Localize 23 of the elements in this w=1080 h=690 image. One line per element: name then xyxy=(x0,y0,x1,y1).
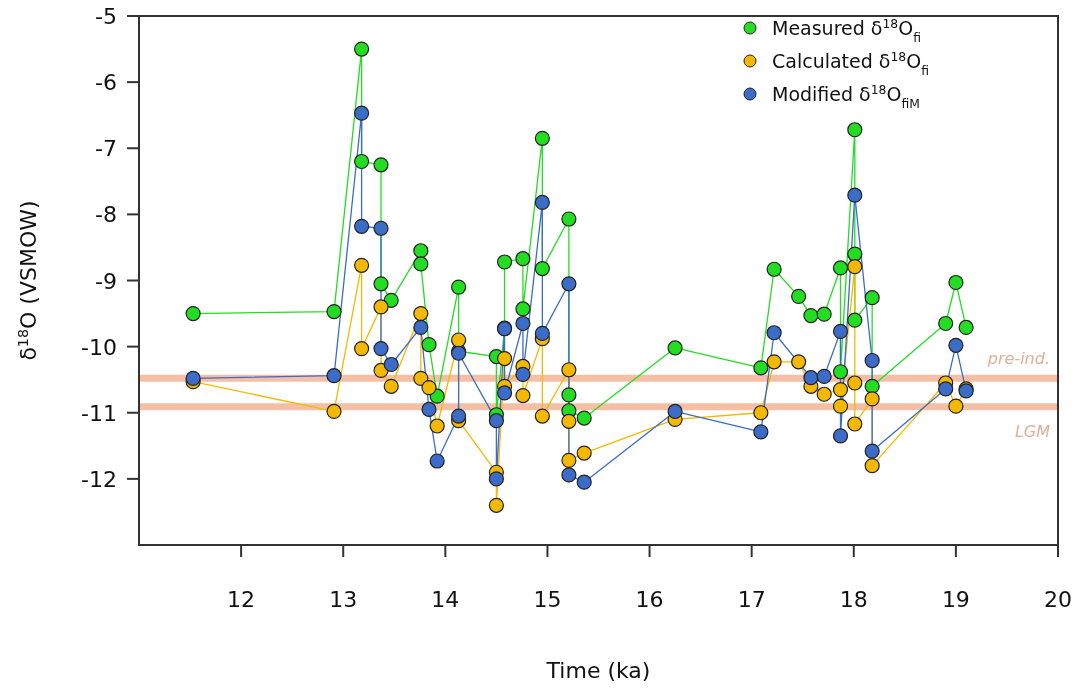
x-tick-label: 18 xyxy=(839,587,868,612)
x-axis-title: Time (ka) xyxy=(545,658,651,683)
ref-line-label: pre-ind. xyxy=(986,349,1050,369)
x-tick-label: 14 xyxy=(431,587,460,612)
x-tick-label: 16 xyxy=(635,587,664,612)
x-tick-label: 17 xyxy=(737,587,766,612)
x-tick-label: 13 xyxy=(329,587,358,612)
x-tick-label: 19 xyxy=(941,587,970,612)
y-tick-label: -10 xyxy=(81,334,117,360)
legend-label: Measured δ$^{18}$O$_{fi}$ xyxy=(772,17,921,45)
legend-label: Calculated δ$^{18}$O$_{fi}$ xyxy=(772,50,929,78)
y-tick-label: -7 xyxy=(95,136,117,162)
x-tick-label: 20 xyxy=(1044,587,1072,612)
y-tick-label: -6 xyxy=(95,70,117,96)
x-tick-label: 12 xyxy=(227,587,256,612)
y-tick-label: -9 xyxy=(95,268,117,294)
legend-label: Modified δ$^{18}$O$_{fiM}$ xyxy=(772,83,920,111)
ref-line-label: LGM xyxy=(1014,421,1051,441)
y-tick-label: -11 xyxy=(81,400,117,426)
y-tick-label: -8 xyxy=(95,202,117,228)
x-tick-label: 15 xyxy=(533,587,562,612)
y-tick-label: -5 xyxy=(95,4,117,29)
y-tick-label: -12 xyxy=(81,466,117,492)
